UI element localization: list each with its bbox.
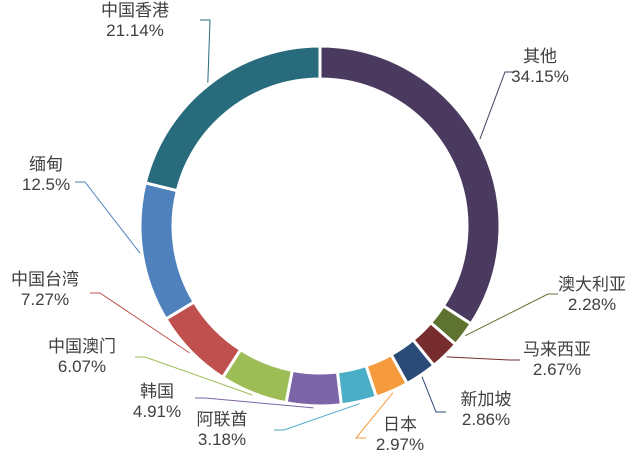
leader-line-7 (195, 397, 314, 409)
slice-percent-label: 2.67% (533, 360, 581, 379)
leader-line-9 (90, 292, 190, 354)
slice-name-label: 中国澳门 (48, 337, 116, 356)
leader-line-group (75, 19, 558, 439)
slice-percent-label: 21.14% (106, 21, 164, 40)
leader-line-10 (75, 181, 141, 254)
slice-percent-label: 34.15% (511, 67, 569, 86)
slice-name-label: 新加坡 (461, 390, 512, 409)
slice-name-label: 马来西亚 (523, 340, 591, 359)
leader-line-8 (135, 356, 253, 396)
slice-name-label: 其他 (523, 47, 557, 66)
slice-name-label: 澳大利亚 (558, 275, 626, 294)
leader-line-4 (421, 376, 446, 413)
slice-10 (138, 180, 197, 322)
leader-line-1 (479, 71, 515, 140)
leader-line-2 (465, 293, 558, 337)
leader-line-5 (354, 392, 394, 439)
leader-line-6 (274, 403, 360, 431)
slice-percent-label: 6.07% (58, 357, 106, 376)
slice-group (138, 44, 502, 408)
slice-percent-label: 2.28% (568, 295, 616, 314)
slice-percent-label: 3.18% (198, 430, 246, 449)
slice-percent-label: 4.91% (133, 402, 181, 421)
slice-1 (318, 44, 502, 326)
slice-name-label: 缅甸 (29, 155, 63, 174)
slice-percent-label: 7.27% (21, 290, 69, 309)
leader-line-11 (200, 19, 211, 83)
slice-percent-label: 2.86% (462, 410, 510, 429)
slice-name-label: 阿联酋 (197, 410, 248, 429)
slice-name-label: 日本 (383, 415, 417, 434)
slice-name-label: 中国香港 (101, 1, 169, 20)
slice-name-label: 中国台湾 (11, 270, 79, 289)
slice-percent-label: 2.97% (376, 435, 424, 454)
slice-11 (143, 44, 322, 193)
slice-name-label: 韩国 (140, 382, 174, 401)
slice-percent-label: 12.5% (22, 175, 70, 194)
slice-7 (284, 368, 343, 408)
leader-line-3 (446, 356, 520, 361)
